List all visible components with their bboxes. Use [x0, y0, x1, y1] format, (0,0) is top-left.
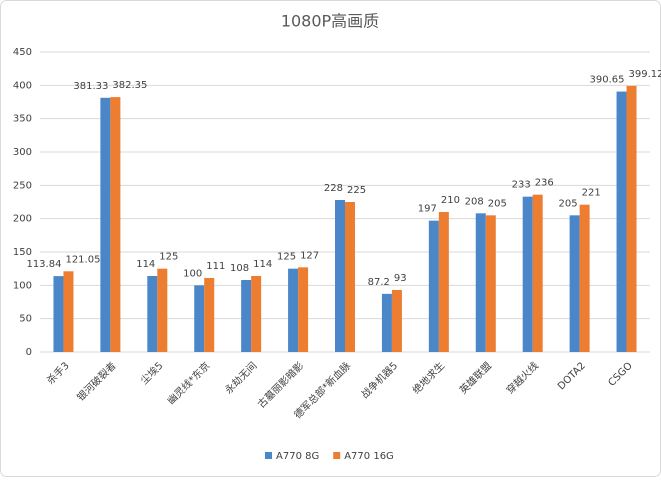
data-label: 233 — [512, 180, 531, 191]
y-tick-label: 100 — [13, 280, 32, 291]
bar — [63, 271, 74, 352]
data-label: 208 — [465, 196, 484, 207]
bar — [241, 280, 252, 352]
bar — [345, 202, 355, 352]
data-label: 114 — [253, 259, 272, 270]
data-label: 108 — [230, 263, 249, 274]
y-tick-label: 200 — [13, 214, 32, 225]
bar — [335, 200, 345, 352]
y-tick-label: 450 — [13, 47, 32, 58]
data-label: 225 — [347, 185, 366, 196]
bar — [428, 220, 439, 352]
y-tick-label: 0 — [26, 347, 32, 358]
bar — [579, 204, 590, 352]
bar — [157, 268, 168, 352]
bar — [391, 290, 402, 352]
data-label: 228 — [324, 183, 343, 194]
data-label: 93 — [394, 273, 407, 284]
bar — [251, 276, 262, 352]
data-label: 205 — [559, 198, 578, 209]
y-tick-label: 350 — [13, 114, 32, 125]
bar — [485, 215, 496, 352]
y-tick-label: 250 — [13, 180, 32, 191]
bar — [475, 213, 486, 352]
bar — [616, 91, 627, 353]
data-label: 399.12 — [629, 69, 661, 80]
y-tick-label: 400 — [13, 80, 32, 91]
legend-label: A770 8G — [276, 451, 319, 462]
bar — [53, 276, 64, 352]
bar — [194, 285, 205, 352]
legend-label: A770 16G — [344, 451, 394, 462]
bar — [100, 97, 111, 352]
bar — [522, 196, 533, 352]
chart-title: 1080P高画质 — [281, 12, 379, 31]
bar — [147, 276, 158, 352]
bar — [569, 215, 580, 352]
data-label: 205 — [488, 198, 507, 209]
data-label: 210 — [441, 195, 460, 206]
data-label: 100 — [183, 268, 202, 279]
data-label: 221 — [582, 188, 601, 199]
bar — [532, 194, 543, 352]
data-label: 127 — [300, 250, 319, 261]
data-label: 111 — [206, 261, 225, 272]
data-label: 390.65 — [590, 75, 625, 86]
bar — [438, 212, 449, 352]
y-tick-label: 300 — [13, 147, 32, 158]
bar — [110, 97, 121, 352]
legend-swatch — [333, 452, 341, 459]
bar — [298, 267, 309, 352]
bar — [288, 268, 299, 352]
bar — [381, 293, 392, 352]
data-label: 125 — [159, 252, 178, 263]
data-label: 114 — [136, 259, 155, 270]
y-tick-label: 50 — [19, 314, 32, 325]
data-label: 125 — [277, 252, 296, 263]
data-label: 236 — [535, 178, 554, 189]
data-label: 197 — [418, 204, 437, 215]
data-label: 87.2 — [368, 277, 390, 288]
legend-swatch — [265, 452, 272, 459]
data-label: 382.35 — [112, 80, 147, 91]
data-label: 113.84 — [26, 259, 61, 270]
data-label: 121.05 — [65, 254, 100, 265]
bar — [626, 85, 637, 353]
bar — [204, 278, 215, 352]
data-label: 381.33 — [73, 81, 108, 92]
y-tick-label: 150 — [13, 247, 32, 258]
